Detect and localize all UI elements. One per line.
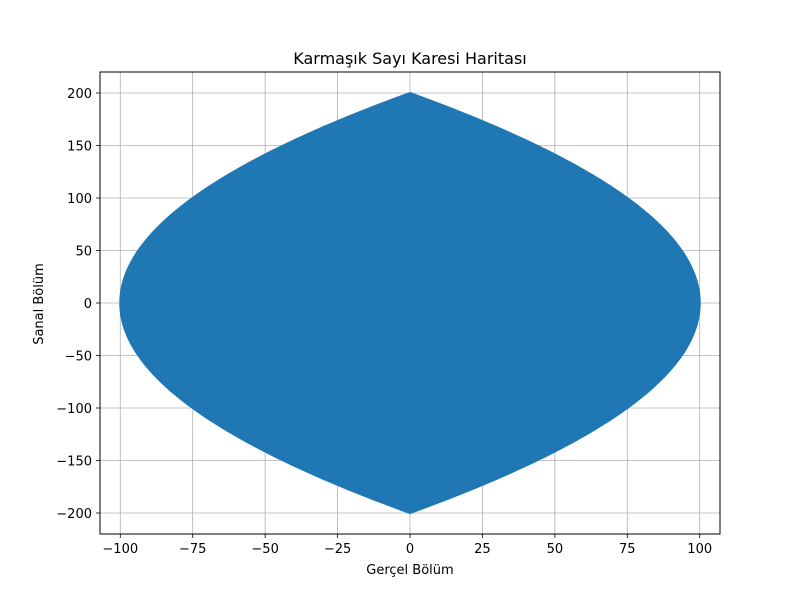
y-axis-ticks: −200 −150 −100 −50 0 50 100 150 200 <box>56 87 100 522</box>
filled-region <box>119 91 701 515</box>
y-tick-label: 0 <box>84 297 92 312</box>
y-tick-label: 100 <box>67 192 92 207</box>
x-tick-label: 25 <box>474 542 491 557</box>
y-tick-label: 150 <box>67 140 92 155</box>
x-tick-label: −50 <box>251 542 278 557</box>
x-tick-label: −100 <box>102 542 138 557</box>
x-tick-label: 50 <box>547 542 564 557</box>
x-tick-label: 100 <box>687 542 712 557</box>
y-tick-label: −200 <box>56 507 92 522</box>
x-axis-label: Gerçel Bölüm <box>366 563 453 578</box>
x-tick-label: −75 <box>179 542 206 557</box>
x-tick-label: 0 <box>406 542 414 557</box>
y-tick-label: −150 <box>56 455 92 470</box>
y-tick-label: 50 <box>75 245 92 260</box>
y-tick-label: −100 <box>56 402 92 417</box>
y-tick-label: 200 <box>67 87 92 102</box>
y-tick-label: −50 <box>65 350 92 365</box>
x-axis-ticks: −100 −75 −50 −25 0 25 50 75 100 <box>102 534 712 557</box>
x-tick-label: −25 <box>324 542 351 557</box>
y-axis-label: Sanal Bölüm <box>32 263 47 345</box>
x-tick-label: 75 <box>619 542 636 557</box>
chart-title: Karmaşık Sayı Karesi Haritası <box>293 49 526 68</box>
